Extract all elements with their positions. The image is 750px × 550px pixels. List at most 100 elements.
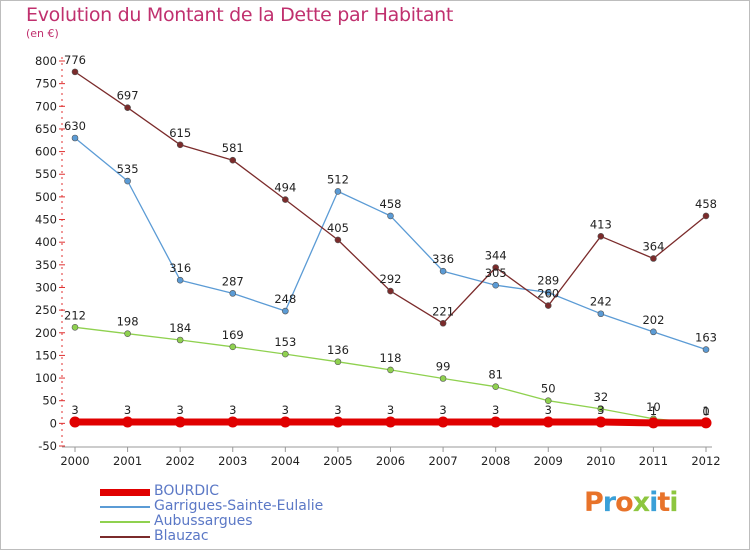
y-tick-label: 650 <box>35 122 57 136</box>
x-tick-label: 2008 <box>481 454 510 468</box>
data-label: 413 <box>590 217 612 231</box>
data-label: 305 <box>485 266 507 280</box>
data-point <box>387 287 394 295</box>
data-label: 32 <box>594 390 609 404</box>
data-point <box>544 289 552 296</box>
data-point <box>229 290 237 297</box>
chart-subtitle: (en €) <box>26 27 59 40</box>
logo-letter: i <box>669 487 678 518</box>
data-point <box>124 177 131 185</box>
x-tick-label: 2011 <box>639 454 668 468</box>
data-point <box>542 416 554 428</box>
data-point <box>650 255 657 262</box>
data-label: 212 <box>64 308 86 322</box>
data-label: 494 <box>274 181 296 195</box>
data-point <box>229 156 237 164</box>
legend-swatch <box>100 506 150 508</box>
data-label: 81 <box>488 368 503 382</box>
data-label: 0 <box>702 404 709 418</box>
data-point <box>124 330 131 337</box>
data-point <box>597 405 605 413</box>
data-point <box>71 134 79 142</box>
data-label: 344 <box>485 249 507 263</box>
data-label: 118 <box>380 351 402 365</box>
data-point <box>702 346 710 353</box>
x-tick-label: 2000 <box>60 454 89 468</box>
data-label: 163 <box>695 331 717 345</box>
x-tick-label: 2001 <box>113 454 142 468</box>
data-point <box>279 416 291 428</box>
logo-letter: o <box>615 487 634 518</box>
data-point <box>122 416 134 428</box>
data-point <box>492 281 499 289</box>
data-point <box>282 196 289 203</box>
data-point <box>282 307 289 315</box>
data-label: 364 <box>642 239 664 253</box>
data-label: 153 <box>274 335 296 349</box>
data-label: 3 <box>439 403 446 417</box>
y-tick-label: 350 <box>35 258 57 272</box>
data-point <box>490 416 502 428</box>
data-label: 458 <box>380 197 402 211</box>
data-point <box>387 212 394 220</box>
legend-swatch <box>100 536 150 538</box>
data-label: 776 <box>64 53 86 67</box>
data-label: 50 <box>541 382 556 396</box>
logo-letter: x <box>632 487 650 518</box>
data-label: 242 <box>590 295 612 309</box>
data-point <box>229 343 237 351</box>
data-point <box>700 417 712 429</box>
data-label: 289 <box>537 273 559 287</box>
data-label: 221 <box>432 304 454 318</box>
data-label: 316 <box>169 261 191 275</box>
data-point <box>650 328 657 336</box>
data-point <box>176 276 184 284</box>
data-point <box>69 416 81 428</box>
data-label: 458 <box>695 197 717 211</box>
data-point <box>439 319 447 327</box>
x-tick-label: 2007 <box>428 454 457 468</box>
data-label: 260 <box>537 287 559 301</box>
data-label: 3 <box>545 403 552 417</box>
y-tick-label: 450 <box>35 213 57 227</box>
data-label: 287 <box>222 274 244 288</box>
data-point <box>387 366 394 374</box>
data-label: 512 <box>327 172 349 186</box>
data-label: 336 <box>432 252 454 266</box>
x-tick-label: 2002 <box>166 454 195 468</box>
data-point <box>595 416 607 428</box>
data-point <box>437 416 449 428</box>
data-point <box>492 264 499 271</box>
data-point <box>647 417 659 429</box>
data-label: 3 <box>282 403 289 417</box>
y-tick-label: 150 <box>35 348 57 362</box>
data-label: 3 <box>597 403 604 417</box>
data-point <box>71 324 79 331</box>
data-label: 3 <box>177 403 184 417</box>
data-label: 3 <box>334 403 341 417</box>
data-label: 615 <box>169 126 191 140</box>
logo-letter: t <box>657 487 670 518</box>
y-tick-label: 750 <box>35 77 57 91</box>
data-point <box>332 416 344 428</box>
data-label: 99 <box>436 360 451 374</box>
x-tick-label: 2005 <box>323 454 352 468</box>
y-tick-label: 100 <box>35 371 57 385</box>
data-label: 169 <box>222 328 244 342</box>
data-point <box>385 416 396 428</box>
y-tick-label: 550 <box>35 167 57 181</box>
data-point <box>492 383 499 390</box>
data-point <box>282 350 289 358</box>
data-point <box>334 358 342 366</box>
y-tick-label: 800 <box>35 54 57 68</box>
data-label: 1 <box>650 404 657 418</box>
logo-letter: r <box>602 487 616 518</box>
y-tick-label: 300 <box>35 280 57 294</box>
x-tick-label: 2012 <box>691 454 720 468</box>
data-label: 3 <box>71 403 78 417</box>
data-point <box>176 336 184 344</box>
chart-title: Evolution du Montant de la Dette par Hab… <box>26 4 454 26</box>
data-label: 581 <box>222 141 244 155</box>
